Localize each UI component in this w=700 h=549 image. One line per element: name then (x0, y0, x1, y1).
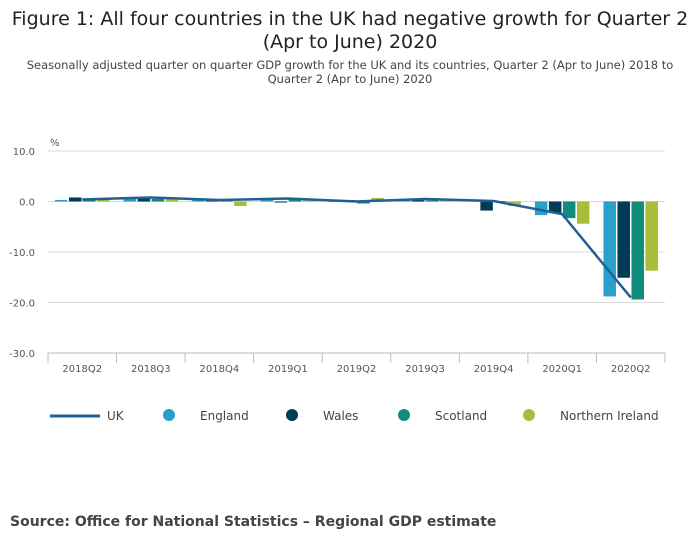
x-tick-label: 2019Q3 (405, 364, 445, 375)
bar-wales (617, 201, 630, 278)
bar-scotland (288, 198, 302, 202)
legend-swatch-northern-ireland (523, 409, 535, 421)
legend-label-scotland: Scotland (435, 409, 487, 423)
gridlines (48, 150, 665, 354)
bar-northern-ireland (576, 201, 590, 224)
bar-scotland (425, 200, 439, 202)
legend-label-uk: UK (107, 409, 125, 423)
bar-northern-ireland (645, 201, 658, 271)
bar-northern-ireland (165, 198, 179, 202)
bar-northern-ireland (302, 200, 316, 202)
y-tick-label: 10.0 (13, 147, 35, 158)
bar-wales (480, 201, 493, 211)
bar-scotland (357, 201, 370, 204)
bar-northern-ireland (97, 199, 110, 202)
legend-label-wales: Wales (323, 409, 358, 423)
legend-swatch-scotland (398, 409, 410, 421)
y-axis-unit-label: % (50, 138, 60, 149)
uk-line (82, 196, 632, 299)
bar-scotland (562, 201, 576, 219)
bar-scotland (151, 198, 165, 202)
bar-wales (137, 198, 151, 202)
bar-england (55, 199, 68, 202)
bar-england (603, 201, 616, 297)
x-tick-label: 2018Q3 (131, 364, 171, 375)
bar-england (123, 197, 137, 202)
y-tick-label: 0.0 (19, 198, 35, 209)
x-axis: 2018Q2 2018Q3 2018Q4 2019Q1 2019Q2 2019Q3 2019… (47, 352, 666, 375)
bar-scotland (631, 201, 644, 300)
chart-title: Figure 1: All four countries in the UK h… (11, 8, 689, 53)
y-tick-label: -30.0 (9, 349, 35, 360)
x-tick-label: 2018Q4 (200, 364, 240, 375)
bar-wales (69, 197, 82, 202)
bar-wales (274, 201, 288, 203)
x-tick-label: 2019Q2 (337, 364, 377, 375)
y-tick-label: -10.0 (9, 248, 35, 259)
legend-swatch-england (163, 409, 175, 421)
bar-northern-ireland (234, 201, 247, 207)
legend-swatch-wales (286, 409, 298, 421)
chart-subtitle: Seasonally adjusted quarter on quarter G… (26, 58, 674, 86)
line-uk (82, 196, 632, 299)
bar-wales (548, 201, 562, 214)
source-note: Source: Office for National Statistics –… (10, 514, 497, 530)
x-tick-label: 2020Q2 (611, 364, 651, 375)
bar-england (192, 199, 205, 202)
x-tick-label: 2019Q1 (268, 364, 308, 375)
bars (55, 197, 658, 300)
y-axis-ticks: 10.0 0.0 -10.0 -20.0 -30.0 (9, 147, 35, 360)
x-tick-label: 2019Q4 (474, 364, 514, 375)
x-tick-label: 2018Q2 (62, 364, 102, 375)
legend-label-england: England (200, 409, 249, 423)
y-tick-label: -20.0 (9, 299, 35, 310)
legend: UK England Wales Scotland Northern Ireland (50, 409, 659, 423)
x-tick-label: 2020Q1 (542, 364, 582, 375)
legend-label-northern-ireland: Northern Ireland (560, 409, 659, 423)
